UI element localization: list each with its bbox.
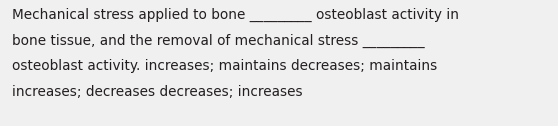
Text: increases; decreases decreases; increases: increases; decreases decreases; increase…	[12, 85, 302, 99]
Text: Mechanical stress applied to bone _________ osteoblast activity in: Mechanical stress applied to bone ______…	[12, 8, 459, 22]
Text: bone tissue, and the removal of mechanical stress _________: bone tissue, and the removal of mechanic…	[12, 34, 425, 48]
Text: osteoblast activity. increases; maintains decreases; maintains: osteoblast activity. increases; maintain…	[12, 59, 437, 73]
